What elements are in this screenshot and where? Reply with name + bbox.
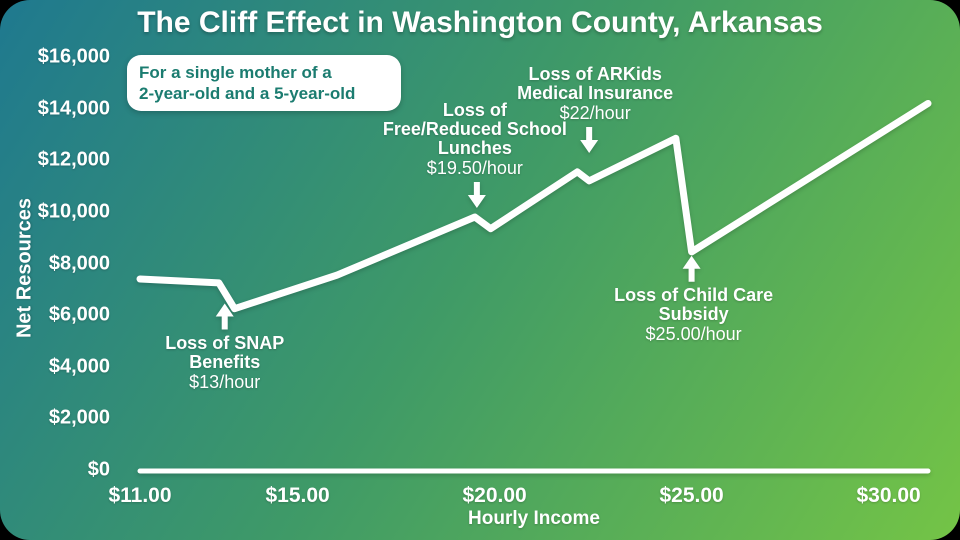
arkids-arrow-icon [580, 127, 599, 154]
annotation-label-line: Medical Insurance [517, 83, 674, 104]
childcare-annotation: Loss of Child Care Subsidy $25.00/hour [614, 284, 774, 344]
x-tick-label: $15.00 [265, 484, 330, 507]
arkids-annotation: Loss of ARKids Medical Insurance $22/hour [517, 64, 674, 124]
subtitle-line-1: For a single mother of a [139, 63, 332, 82]
chart-title: The Cliff Effect in Washington County, A… [137, 6, 823, 39]
annotation-label-line: Free/Reduced School [382, 119, 567, 140]
snap-annotation: Loss of SNAP Benefits $13/hour [165, 332, 285, 392]
annotation-threshold-value: $22/hour [559, 103, 631, 124]
y-tick-label: $8,000 [48, 252, 110, 274]
x-tick-label: $11.00 [108, 484, 172, 507]
childcare-arrow-icon [682, 255, 701, 282]
snap-arrow-icon [215, 303, 234, 330]
annotation-label-line: Loss of ARKids [528, 64, 662, 85]
y-tick-label: $14,000 [37, 97, 110, 120]
x-tick-label: $30.00 [856, 484, 921, 507]
y-tick-label: $12,000 [37, 148, 110, 171]
annotation-label-line: Loss of Child Care [614, 284, 774, 305]
subtitle-line-2: 2-year-old and a 5-year-old [139, 84, 356, 103]
y-tick-label: $2,000 [48, 406, 110, 429]
lunches-annotation: Loss of Free/Reduced School Lunches $19.50/… [382, 100, 567, 179]
subtitle-box: For a single mother of a 2-year-old and … [127, 55, 401, 111]
annotation-label-line: Lunches [437, 138, 512, 159]
annotation-threshold-value: $25.00/hour [645, 323, 742, 344]
y-tick-label: $10,000 [37, 200, 110, 223]
y-tick-label: $6,000 [48, 303, 110, 326]
y-tick-label: $0 [87, 458, 110, 481]
annotation-label-line: Loss of SNAP [165, 332, 285, 353]
annotation-threshold-value: $19.50/hour [426, 158, 523, 179]
net-resources-line [136, 99, 932, 313]
y-axis-title: Net Resources [13, 197, 36, 339]
x-axis-title: Hourly Income [468, 508, 600, 529]
annotation-label-line: Subsidy [658, 303, 729, 324]
annotation-label-line: Loss of [442, 100, 507, 121]
annotation-label-line: Benefits [189, 351, 261, 372]
y-tick-label: $16,000 [37, 45, 110, 68]
x-tick-label: $20.00 [462, 484, 527, 507]
y-tick-label: $4,000 [48, 355, 110, 378]
annotation-threshold-value: $13/hour [189, 371, 261, 392]
lunches-arrow-icon [467, 182, 486, 209]
x-tick-label: $25.00 [659, 484, 724, 507]
